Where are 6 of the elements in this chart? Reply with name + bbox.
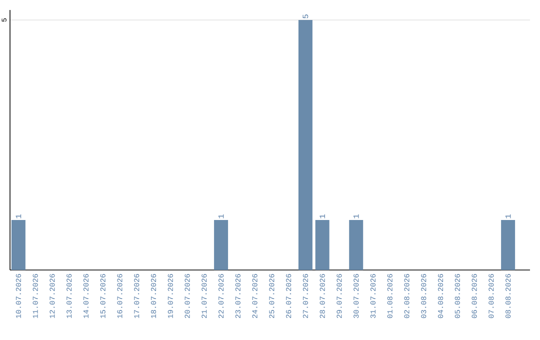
data-label: 1 [353, 214, 359, 218]
data-label: 1 [16, 214, 22, 218]
data-label: 1 [320, 214, 325, 218]
data-label: 1 [505, 214, 511, 218]
data-label: 1 [218, 214, 224, 218]
data-label: 5 [302, 14, 308, 18]
